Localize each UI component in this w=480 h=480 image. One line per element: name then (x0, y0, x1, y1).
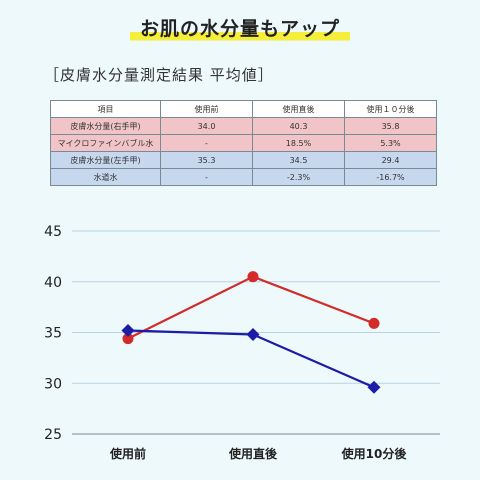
row-label: 水道水 (50, 168, 161, 186)
headline-text: お肌の水分量もアップ (129, 14, 350, 43)
table-cell: 35.8 (344, 117, 437, 135)
section-title: ［皮膚水分量測定結果 平均値］ (44, 66, 274, 84)
data-point (122, 333, 134, 345)
table-cell: 35.3 (160, 151, 253, 169)
y-tick-label: 35 (44, 326, 62, 342)
table-header-cell: 使用１０分後 (344, 100, 437, 118)
table-cell: 34.0 (160, 117, 253, 135)
table-row: 皮膚水分量(左手甲) 35.3 34.5 29.4 (50, 151, 437, 169)
table-row: 水道水 - -2.3% -16.7% (50, 168, 437, 186)
data-point (247, 271, 259, 283)
y-tick-label: 30 (44, 376, 62, 392)
y-tick-label: 25 (44, 427, 62, 443)
table-cell: 34.5 (252, 151, 345, 169)
series-line (127, 275, 375, 340)
table-cell: -16.7% (344, 168, 437, 186)
table-header-cell: 項目 (50, 100, 161, 118)
x-tick-label: 使用前 (109, 446, 146, 461)
x-tick-label: 使用10分後 (341, 446, 408, 461)
data-point (121, 323, 135, 337)
row-label: マイクロファインバブル水 (50, 134, 161, 152)
table-header-cell: 使用直後 (252, 100, 345, 118)
table-cell: - (160, 168, 253, 186)
y-tick-label: 40 (44, 275, 62, 291)
x-tick-label: 使用直後 (228, 446, 278, 461)
table-cell: 18.5% (252, 134, 345, 152)
headline: お肌の水分量もアップ (0, 14, 480, 43)
data-point (367, 380, 381, 394)
y-tick-label: 45 (44, 224, 62, 240)
table-cell: -2.3% (252, 168, 345, 186)
data-point (246, 328, 260, 342)
results-table: 項目 使用前 使用直後 使用１０分後 皮膚水分量(右手甲) 34.0 40.3 … (50, 100, 437, 186)
table-row: マイクロファインバブル水 - 18.5% 5.3% (50, 134, 437, 152)
data-point (368, 317, 380, 329)
